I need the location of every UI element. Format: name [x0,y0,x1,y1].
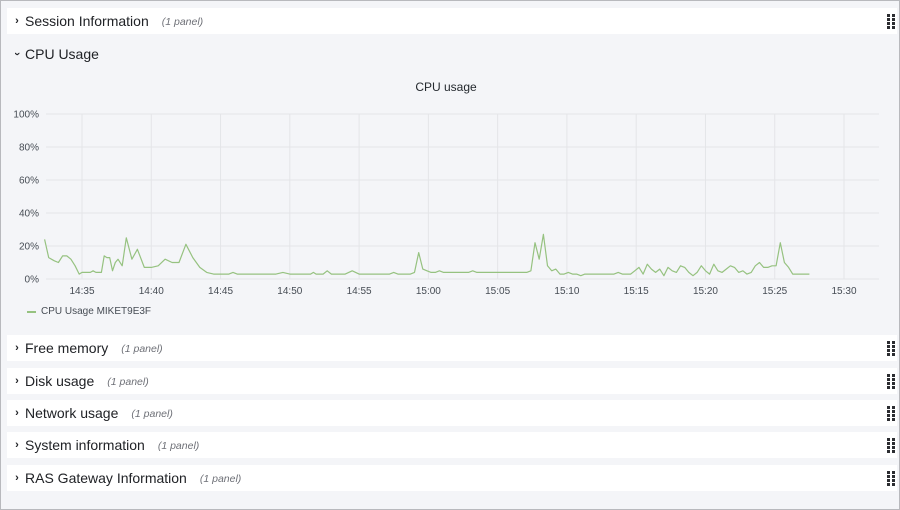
chevron-down-icon[interactable]: › [11,52,23,56]
cpu-usage-chart[interactable]: 0% 20% 40% 60% 80% 100% 14:35 14:40 14:45 14:50 14… [7,69,897,309]
cpu-usage-panel: CPU usage 0% 20% 40% 60% 80% 100% 14:35 14:40 14… [7,69,897,331]
svg-text:100%: 100% [13,110,39,121]
svg-text:15:05: 15:05 [485,286,510,297]
svg-text:15:15: 15:15 [624,286,649,297]
svg-text:14:55: 14:55 [347,286,372,297]
panel-count: (1 panel) [121,343,163,355]
drag-handle-icon[interactable] [887,341,895,357]
svg-text:14:50: 14:50 [277,286,302,297]
row-cpu-usage[interactable]: › CPU Usage [7,41,897,67]
row-ras-gateway-information[interactable]: › RAS Gateway Information (1 panel) [7,465,897,491]
row-network-usage[interactable]: › Network usage (1 panel) [7,400,897,426]
svg-text:80%: 80% [19,143,39,154]
svg-text:15:30: 15:30 [831,286,856,297]
row-title[interactable]: System information [25,437,145,453]
svg-text:15:10: 15:10 [554,286,579,297]
svg-text:14:40: 14:40 [139,286,164,297]
row-title[interactable]: Network usage [25,405,119,421]
legend-swatch [27,310,36,313]
legend-label[interactable]: CPU Usage MIKET9E3F [41,306,152,317]
panel-title[interactable]: CPU usage [415,80,477,94]
drag-handle-icon[interactable] [887,374,895,390]
svg-text:0%: 0% [25,275,40,286]
svg-text:14:45: 14:45 [208,286,233,297]
drag-handle-icon[interactable] [887,438,895,454]
panel-count: (1 panel) [161,16,204,28]
svg-text:15:25: 15:25 [762,286,787,297]
drag-handle-icon[interactable] [887,14,895,30]
svg-text:20%: 20% [19,242,39,253]
drag-handle-icon[interactable] [887,406,895,422]
row-free-memory[interactable]: › Free memory (1 panel) [7,335,897,361]
cpu-usage-series-line[interactable] [44,233,810,277]
panel-count: (1 panel) [157,440,200,452]
row-title[interactable]: CPU Usage [25,46,99,62]
row-title[interactable]: Disk usage [25,373,95,389]
svg-text:15:20: 15:20 [693,286,718,297]
svg-text:40%: 40% [19,209,39,220]
legend[interactable]: CPU Usage MIKET9E3F [27,306,151,317]
chevron-right-icon[interactable]: › [15,472,19,484]
panel-count: (1 panel) [131,408,173,420]
chevron-right-icon[interactable]: › [15,15,19,27]
row-title[interactable]: RAS Gateway Information [25,470,187,486]
panel-count: (1 panel) [107,376,149,388]
drag-handle-icon[interactable] [887,471,895,487]
chevron-right-icon[interactable]: › [15,342,19,354]
row-system-information[interactable]: › System information (1 panel) [7,432,897,458]
row-session-information[interactable]: › Session Information (1 panel) [7,8,897,34]
row-title[interactable]: Session Information [25,13,149,29]
svg-text:15:00: 15:00 [416,286,441,297]
svg-text:14:35: 14:35 [69,286,94,297]
row-title[interactable]: Free memory [25,340,109,356]
svg-text:60%: 60% [19,176,39,187]
panel-count: (1 panel) [199,473,242,485]
chevron-right-icon[interactable]: › [15,439,19,451]
row-disk-usage[interactable]: › Disk usage (1 panel) [7,368,897,394]
chevron-right-icon[interactable]: › [15,375,19,387]
chevron-right-icon[interactable]: › [15,407,19,419]
